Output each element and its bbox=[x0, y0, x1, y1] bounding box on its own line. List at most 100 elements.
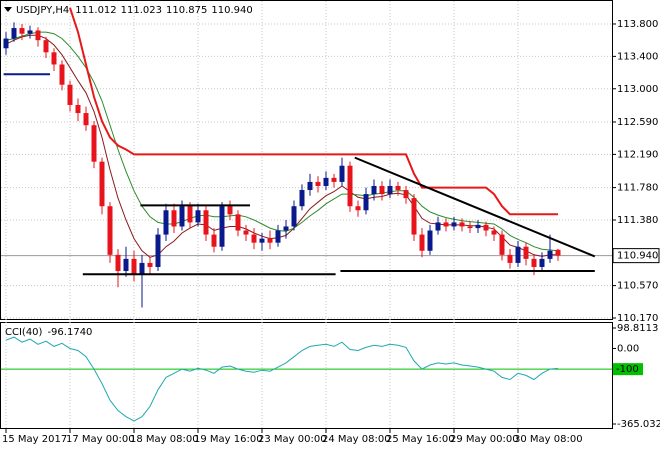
candle-body bbox=[219, 206, 225, 247]
candle-body bbox=[59, 64, 65, 85]
overlay-line bbox=[69, 7, 558, 216]
candle-body bbox=[323, 177, 329, 186]
candle-body bbox=[467, 226, 473, 229]
candle-body bbox=[259, 238, 265, 243]
cci-panel-frame bbox=[0, 322, 613, 429]
candle-body bbox=[43, 40, 49, 53]
candle-body bbox=[35, 30, 41, 41]
candle-body bbox=[83, 113, 89, 126]
candle-body bbox=[459, 222, 465, 227]
chart-header: USDJPY,H4 111.012 111.023 110.875 110.940 bbox=[16, 5, 253, 16]
current-price-box bbox=[612, 248, 660, 264]
x-tick-label: 29 May 00:00 bbox=[450, 434, 519, 445]
y-tick-label: 112.190 bbox=[617, 149, 658, 160]
candle-body bbox=[267, 238, 273, 243]
x-tick-label: 15 May 2017 bbox=[2, 434, 67, 445]
candle-body bbox=[131, 258, 137, 276]
candle-body bbox=[547, 250, 553, 259]
candle-body bbox=[211, 234, 217, 247]
y-tick-label: 112.590 bbox=[617, 117, 658, 128]
candle-body bbox=[379, 185, 385, 195]
candle-body bbox=[291, 206, 297, 227]
candle-body bbox=[51, 52, 57, 65]
candle-body bbox=[155, 234, 161, 267]
candle-body bbox=[275, 230, 281, 243]
candle-body bbox=[115, 254, 121, 272]
menu-triangle bbox=[4, 7, 12, 12]
candle-body bbox=[187, 206, 193, 223]
symbol: USDJPY,H4 bbox=[16, 5, 69, 16]
candle-body bbox=[539, 258, 545, 267]
cci-current: -96.1740 bbox=[47, 327, 92, 338]
y-tick-label: 110.170 bbox=[617, 313, 658, 324]
candle-body bbox=[171, 210, 177, 227]
candle-body bbox=[515, 246, 521, 263]
candle-body bbox=[331, 177, 337, 182]
candle-body bbox=[123, 258, 129, 272]
candle-body bbox=[387, 185, 393, 195]
candle-body bbox=[11, 28, 17, 39]
candle-body bbox=[523, 246, 529, 259]
cci-title: CCI(40) bbox=[5, 327, 43, 338]
candle-body bbox=[435, 222, 441, 231]
candle-body bbox=[75, 104, 81, 114]
candle-body bbox=[355, 206, 361, 211]
candle-body bbox=[251, 234, 257, 243]
candle-body bbox=[195, 210, 201, 223]
x-tick-label: 25 May 16:00 bbox=[386, 434, 455, 445]
candle-body bbox=[3, 38, 9, 49]
candle-body bbox=[179, 206, 185, 227]
candle-body bbox=[499, 234, 505, 255]
x-tick-label: 18 May 08:00 bbox=[130, 434, 199, 445]
candle-body bbox=[227, 206, 233, 215]
candle-body bbox=[411, 198, 417, 235]
low-label: 110.875 bbox=[166, 5, 207, 16]
candle-body bbox=[443, 222, 449, 227]
candle-body bbox=[91, 125, 97, 162]
candle-body bbox=[347, 165, 353, 207]
candle-body bbox=[475, 224, 481, 229]
x-tick-label: 24 May 08:00 bbox=[322, 434, 391, 445]
overlay-line bbox=[5, 34, 558, 258]
cci-header: CCI(40) -96.1740 bbox=[5, 327, 92, 338]
x-tick-label: 30 May 08:00 bbox=[514, 434, 583, 445]
level-box bbox=[613, 363, 643, 376]
candle-body bbox=[419, 234, 425, 251]
candle-body bbox=[299, 190, 305, 207]
candle-body bbox=[147, 262, 153, 267]
candle-body bbox=[235, 214, 241, 231]
close-label: 110.940 bbox=[211, 5, 252, 16]
x-tick-label: 17 May 00:00 bbox=[66, 434, 135, 445]
y-tick-label: 111.780 bbox=[617, 183, 658, 194]
candle-body bbox=[339, 165, 345, 182]
candle-body bbox=[307, 181, 313, 191]
candle-body bbox=[203, 210, 209, 235]
candle-body bbox=[491, 230, 497, 235]
y-tick-label: -365.0328 bbox=[617, 419, 660, 430]
candle-body bbox=[483, 224, 489, 231]
high-label: 111.023 bbox=[121, 5, 162, 16]
candle-body bbox=[19, 28, 25, 34]
candle-body bbox=[371, 185, 377, 195]
candle-body bbox=[395, 185, 401, 191]
overlay-line bbox=[5, 31, 559, 252]
candle-body bbox=[139, 262, 145, 276]
candle-body bbox=[243, 230, 249, 235]
cci-line bbox=[5, 336, 559, 422]
open-label: 111.012 bbox=[75, 5, 116, 16]
candle-body bbox=[163, 210, 169, 235]
candle-body bbox=[427, 230, 433, 251]
y-tick-label: 98.8113 bbox=[617, 323, 658, 334]
candle-body bbox=[531, 258, 537, 267]
candle-body bbox=[363, 194, 369, 211]
y-tick-label: 111.380 bbox=[617, 215, 658, 226]
x-tick-label: 23 May 00:00 bbox=[258, 434, 327, 445]
x-tick-label: 19 May 16:00 bbox=[194, 434, 263, 445]
candle-body bbox=[99, 161, 105, 207]
candle-body bbox=[403, 190, 409, 199]
y-tick-label: 113.400 bbox=[617, 51, 658, 62]
candle-body bbox=[107, 206, 113, 255]
